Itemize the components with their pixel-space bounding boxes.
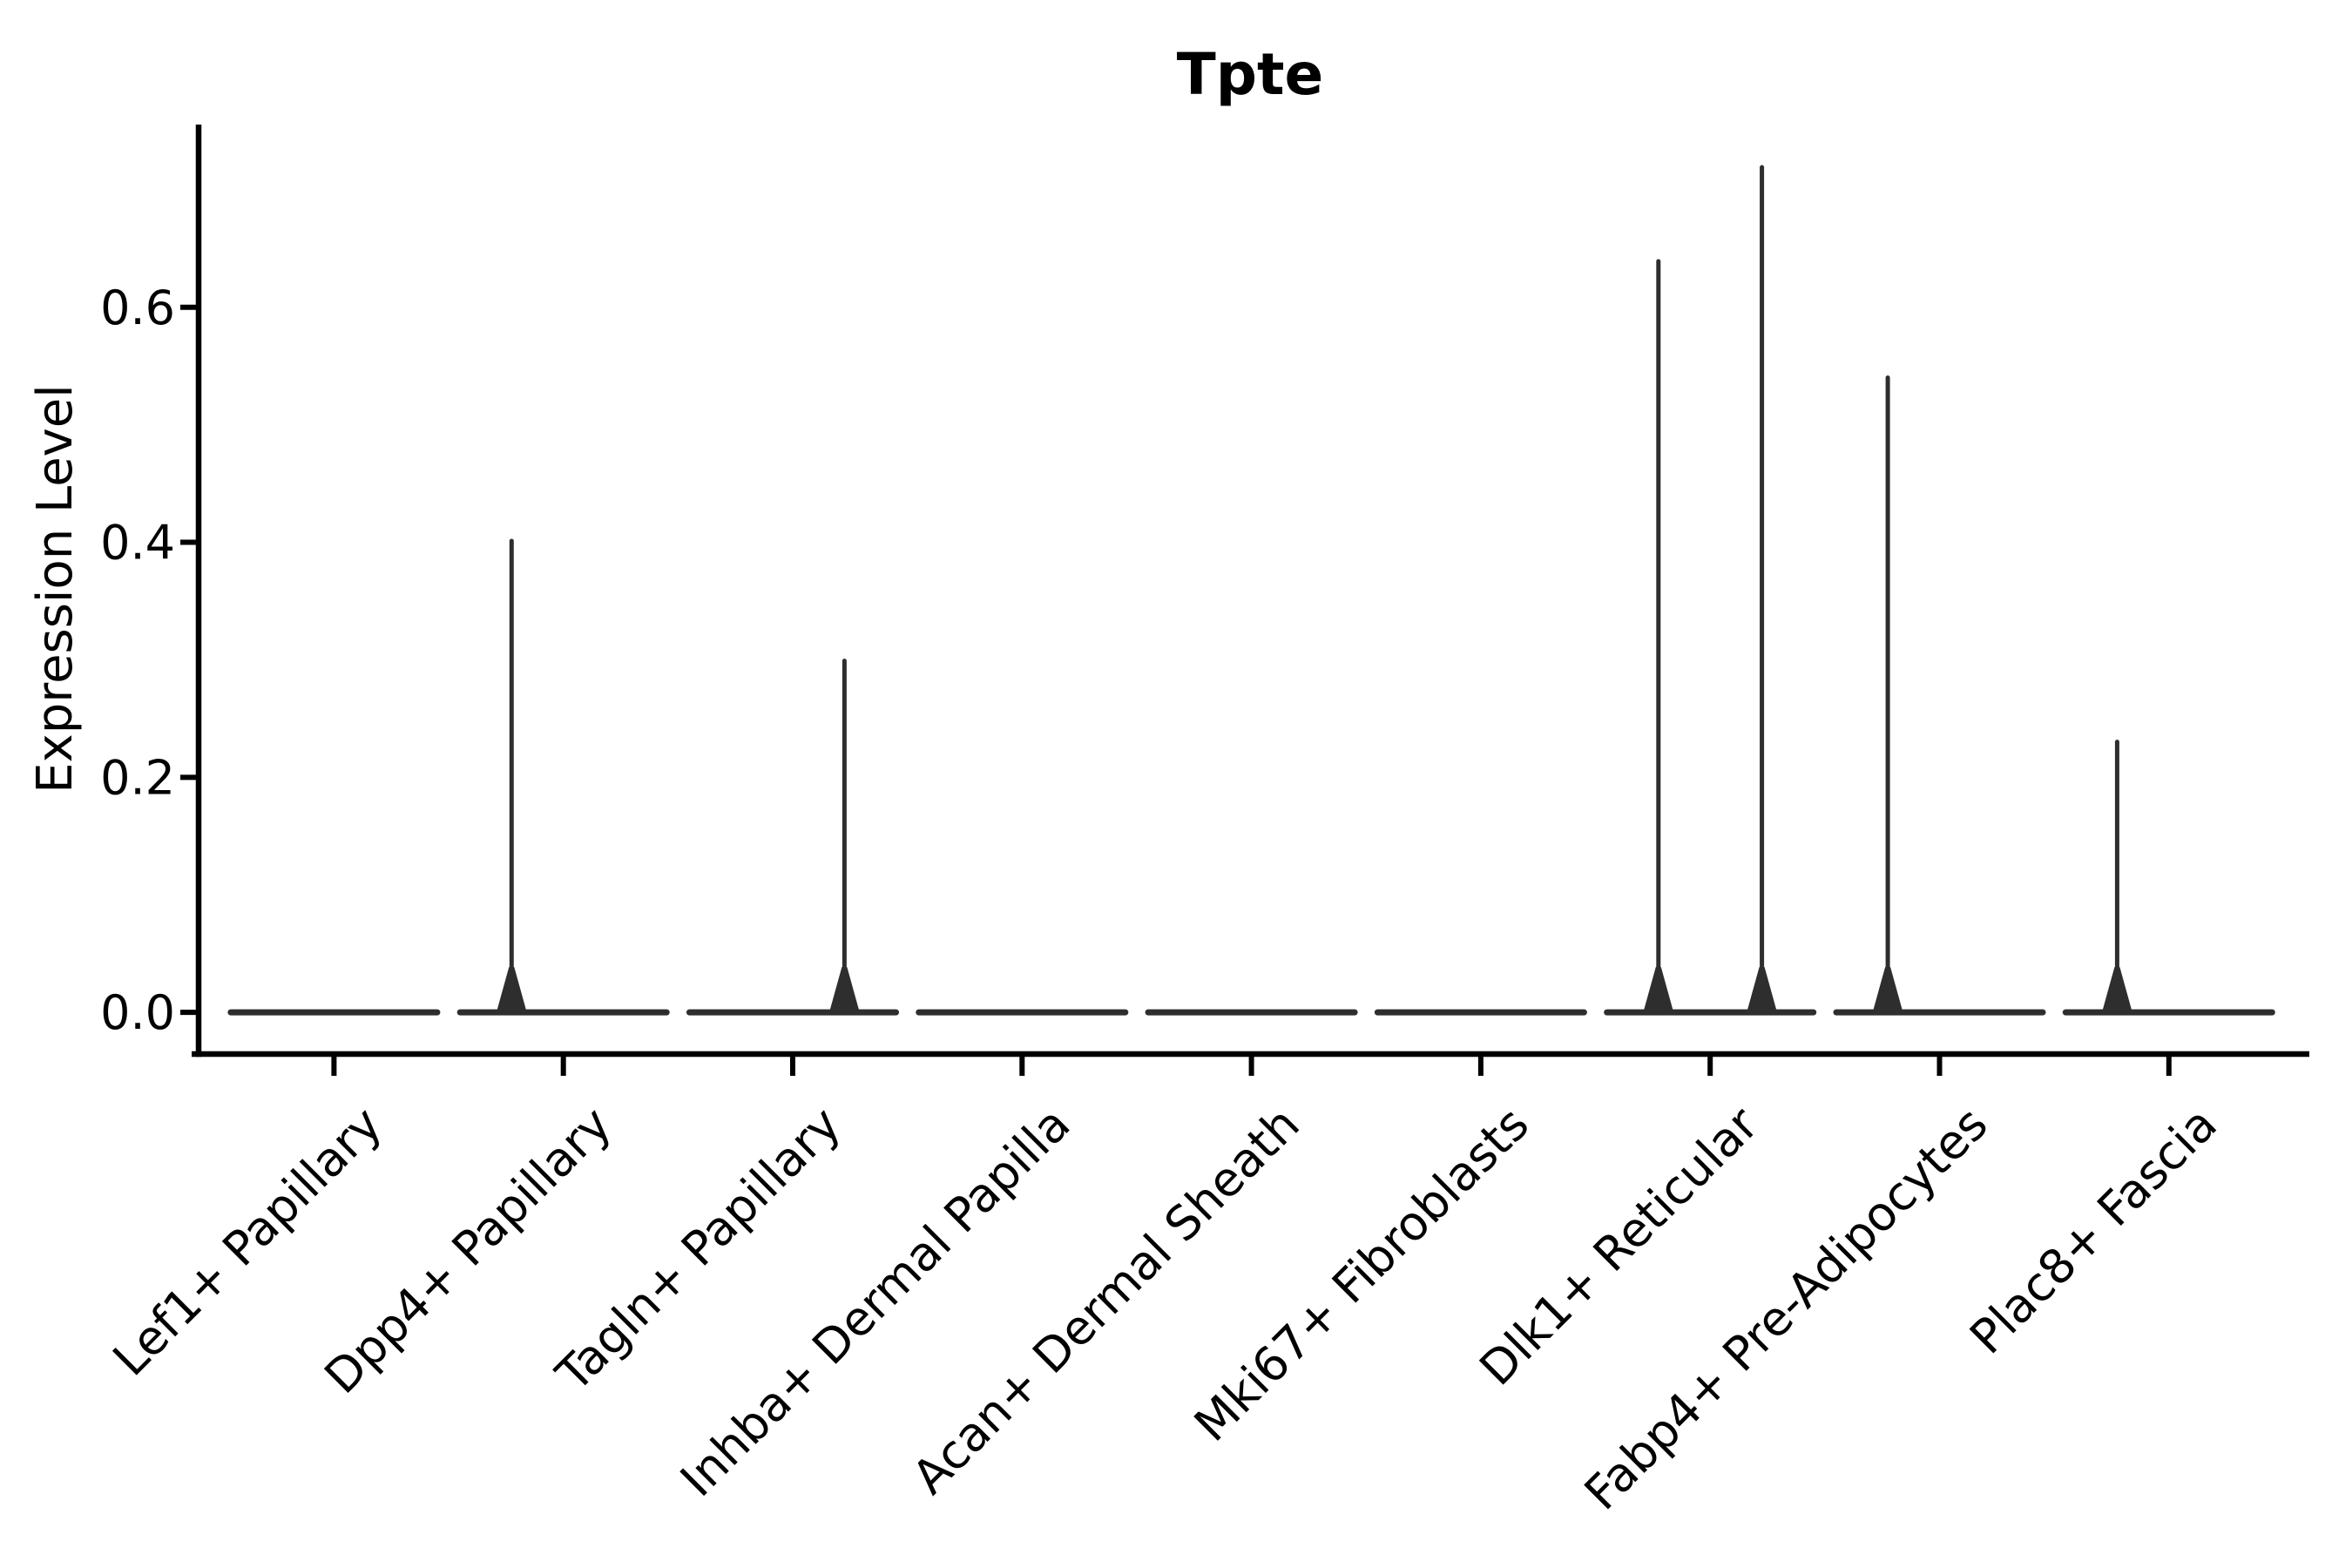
- violin-group: [1604, 165, 1817, 1016]
- violin-group: [1833, 375, 2046, 1016]
- y-axis-label: Expression Level: [27, 384, 84, 794]
- spike-flare: [829, 967, 860, 1011]
- spike-flare: [1747, 967, 1777, 1011]
- violin-group: [686, 659, 899, 1016]
- violin-group: [456, 538, 670, 1016]
- chart-title: Tpte: [1177, 41, 1324, 108]
- y-tick-label: 0.2: [100, 750, 175, 805]
- y-tick-label: 0.0: [100, 985, 175, 1040]
- spike-flare: [1643, 967, 1673, 1011]
- spike-flare: [1873, 967, 1903, 1011]
- y-tick-label: 0.6: [100, 280, 175, 335]
- violin-group: [2062, 740, 2275, 1016]
- spike-flare: [2102, 967, 2132, 1011]
- y-tick-label: 0.4: [100, 516, 175, 571]
- spike-flare: [497, 967, 527, 1011]
